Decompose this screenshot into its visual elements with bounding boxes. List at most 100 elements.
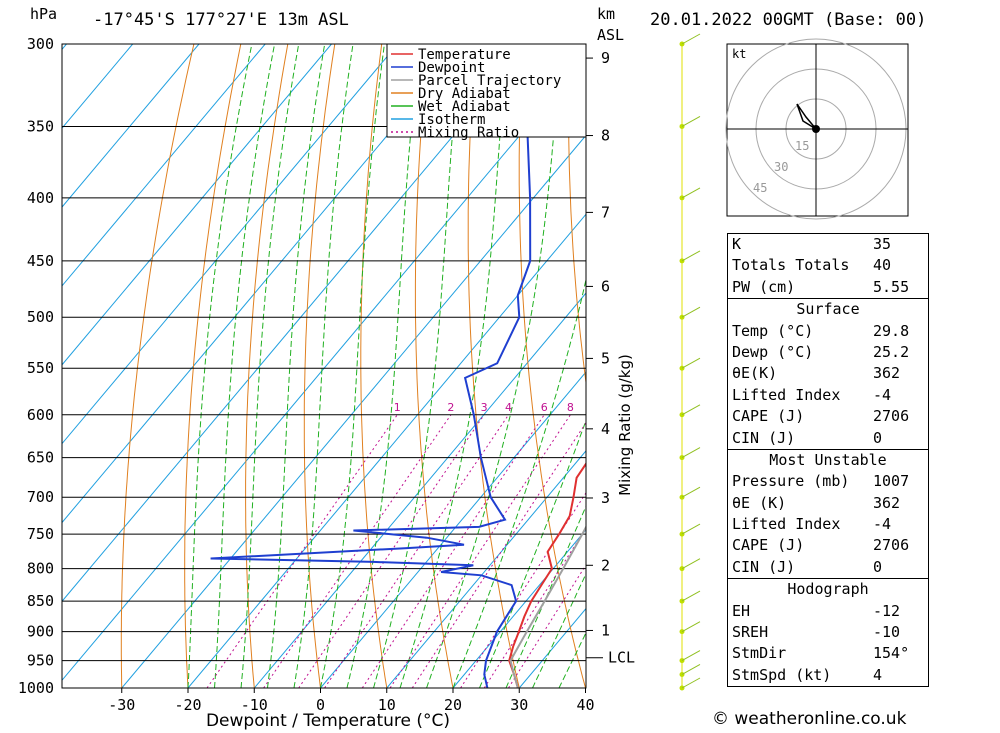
most-unstable-value: 1007 (873, 472, 910, 491)
index-label: Totals Totals (732, 256, 850, 275)
pressure-tick-label: 750 (27, 525, 54, 543)
hodograph-value: -10 (873, 623, 901, 642)
wind-barb (681, 523, 701, 535)
wind-barb (681, 447, 701, 459)
dry-adiabat-line (568, 44, 586, 386)
surface-value: 29.8 (873, 321, 910, 340)
surface-label: CIN (J) (732, 428, 796, 447)
isotherm-line (62, 44, 332, 366)
pressure-tick-label: 600 (27, 406, 54, 424)
legend-entry: Mixing Ratio (418, 125, 519, 141)
pressure-tick-label: 800 (27, 560, 54, 578)
km-tick-label: 6 (601, 277, 610, 295)
wind-barb (681, 33, 701, 45)
surface-value: 0 (873, 428, 883, 447)
surface-label: CAPE (J) (732, 407, 805, 426)
hodograph-value: -12 (873, 601, 901, 620)
most-unstable-value: 362 (873, 493, 901, 512)
pressure-tick-label: 700 (27, 488, 54, 506)
surface-row: θE(K) 362 (728, 363, 928, 384)
temperature-tick-label: 20 (444, 696, 462, 714)
wet-adiabat-line (532, 572, 586, 688)
legend-entry: Dewpoint (418, 60, 485, 76)
wind-barb (681, 590, 701, 602)
pressure-tick-label: 650 (27, 449, 54, 467)
plot-frame (61, 43, 587, 689)
hodograph-label: SREH (732, 623, 769, 642)
legend-entry: Dry Adiabat (418, 86, 511, 102)
footer-credit[interactable]: © weatheronline.co.uk (712, 709, 907, 729)
wind-barb (681, 558, 701, 570)
mixing-ratio-label: 6 (541, 401, 548, 414)
isotherm-line (386, 450, 586, 688)
index-row: PW (cm) 5.55 (728, 277, 928, 298)
hodograph-ring-label: 45 (753, 181, 767, 195)
surface-label: Dewp (°C) (732, 342, 814, 361)
index-value: 40 (873, 256, 892, 275)
index-row: K 35 (728, 234, 928, 255)
hodograph-row: StmDir 154° (728, 643, 928, 664)
dry-adiabat-line (518, 44, 586, 688)
legend-entry: Wet Adiabat (418, 99, 511, 115)
wind-barb (681, 650, 701, 662)
hodograph-label: EH (732, 601, 751, 620)
pressure-tick-label: 950 (27, 652, 54, 670)
hodograph-label: StmDir (732, 644, 787, 663)
run-datetime: 20.01.2022 00GMT (Base: 00) (650, 10, 927, 30)
dewpoint-profile (210, 44, 556, 688)
dry-adiabat-line (992, 44, 1000, 688)
isotherm-line (320, 371, 586, 688)
mixing-ratio-label: 8 (567, 401, 574, 414)
km-tick-label: 3 (601, 489, 610, 507)
surface-row: CAPE (J) 2706 (728, 406, 928, 427)
chart-title: -17°45'S 177°27'E 13m ASL (93, 10, 349, 30)
storm-motion-marker (812, 125, 820, 133)
hodograph-row: StmSpd (kt) 4 (728, 665, 928, 686)
temperature-tick-label: 0 (316, 696, 325, 714)
km-unit: km (597, 5, 616, 23)
index-row: Totals Totals 40 (728, 255, 928, 276)
wind-barb-dot (679, 123, 685, 129)
isotherm-line (62, 44, 200, 208)
legend-box (386, 43, 587, 138)
surface-value: 25.2 (873, 342, 910, 361)
km-tick-label: 8 (601, 127, 610, 145)
hodograph-title: Hodograph (728, 578, 928, 600)
surface-title: Surface (728, 298, 928, 320)
hodograph-row: SREH -10 (728, 622, 928, 643)
isotherm-line (62, 55, 586, 682)
temperature-tick-label: -10 (241, 696, 268, 714)
most-unstable-label: Pressure (mb) (732, 472, 850, 491)
mixing-ratio-label: 2 (447, 401, 454, 414)
most-unstable-value: 0 (873, 557, 883, 576)
wind-barb (681, 677, 701, 689)
most-unstable-label: θE (K) (732, 493, 787, 512)
km-tick-label: 2 (601, 556, 610, 574)
most-unstable-value: 2706 (873, 536, 910, 555)
most-unstable-label: CAPE (J) (732, 536, 805, 555)
hodograph-trace (796, 103, 817, 130)
mixing-ratio-line (508, 564, 586, 688)
mixing-ratio-label: 1 (394, 401, 401, 414)
isotherm-line (62, 44, 134, 129)
isotherm-line (187, 213, 586, 688)
surface-value: 362 (873, 364, 901, 383)
indices-table: K 35 Totals Totals 40 PW (cm) 5.55 Surface Te… (727, 233, 929, 688)
isotherm-line (253, 292, 586, 688)
surface-label: Lifted Index (732, 385, 841, 404)
km-tick-label: 5 (601, 349, 610, 367)
surface-row: Lifted Index -4 (728, 385, 928, 406)
dry-adiabat-line (245, 44, 289, 688)
surface-value: 2706 (873, 407, 910, 426)
most-unstable-row: CAPE (J) 2706 (728, 535, 928, 556)
most-unstable-row: θE (K) 362 (728, 493, 928, 514)
isotherm-line (62, 44, 399, 445)
surface-row: Dewp (°C) 25.2 (728, 342, 928, 363)
wind-barb (681, 250, 701, 262)
wind-barb (681, 306, 701, 318)
wet-adiabat-line (293, 44, 354, 688)
index-value: 5.55 (873, 277, 910, 296)
hodograph-ring-label: 15 (795, 139, 809, 153)
pressure-tick-label: 550 (27, 359, 54, 377)
